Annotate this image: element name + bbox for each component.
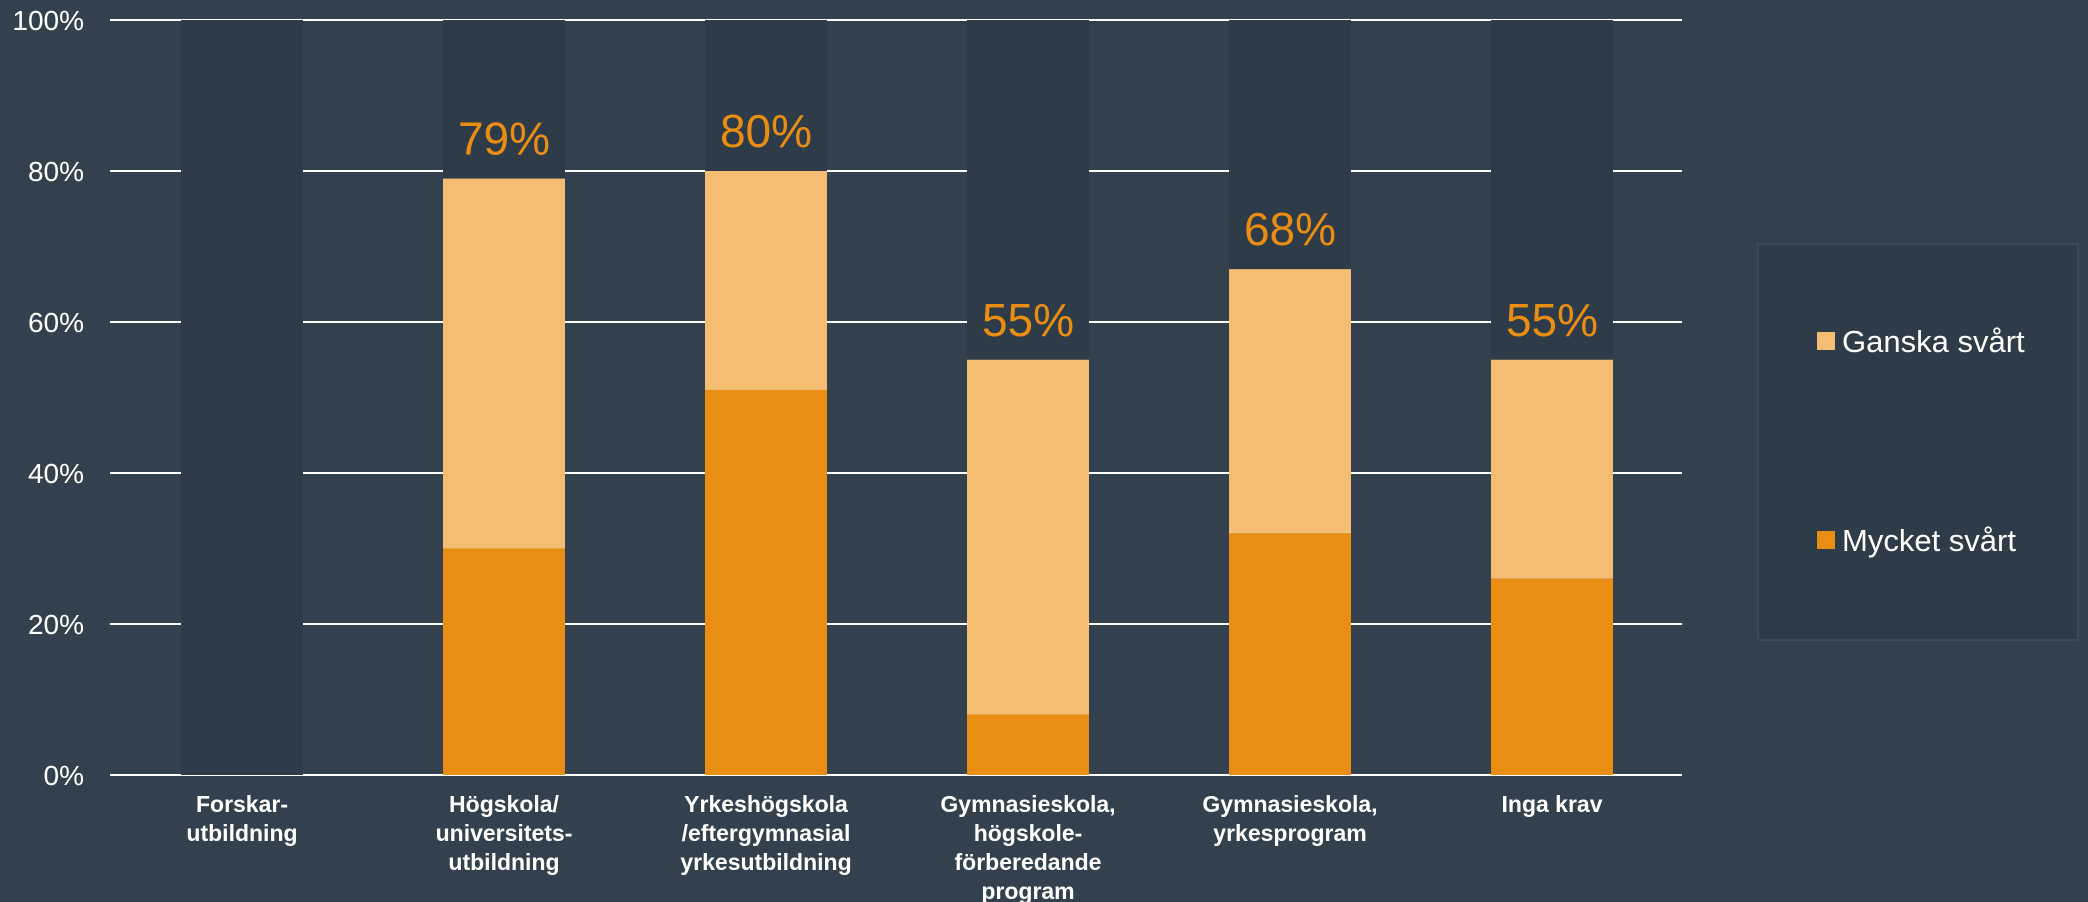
y-tick-label: 100%: [12, 5, 84, 36]
y-tick-label: 40%: [28, 458, 84, 489]
category-label: Forskar-utbildning: [186, 791, 297, 846]
total-label: 55%: [982, 294, 1074, 346]
legend: Ganska svårt Mycket svårt: [1757, 243, 2079, 641]
total-label: 55%: [1506, 294, 1598, 346]
bars: [443, 171, 1613, 775]
total-labels: 79% 80% 55% 68% 55%: [458, 105, 1598, 346]
gridlines: [110, 19, 1682, 776]
x-axis-category-labels: Forskar-utbildning Högskola/universitets-…: [186, 791, 1602, 902]
bar-segment: [1229, 269, 1351, 534]
y-tick-label: 0%: [44, 760, 84, 791]
category-label: Yrkeshögskola/eftergymnasial yrkesutbildn…: [680, 791, 851, 875]
y-tick-label: 80%: [28, 156, 84, 187]
bar-segment: [1491, 578, 1613, 775]
bar-segment: [1229, 533, 1351, 775]
bar-segment: [1491, 359, 1613, 579]
category-label: Högskola/universitets-utbildning: [436, 791, 573, 875]
bar-background: [181, 20, 303, 775]
total-label: 68%: [1244, 203, 1336, 255]
total-label: 79%: [458, 113, 550, 165]
category-label: Gymnasieskola, högskole-förberedande progr…: [940, 791, 1115, 902]
bar-segment: [967, 714, 1089, 775]
total-label: 80%: [720, 105, 812, 157]
category-label: Gymnasieskola, yrkesprogram: [1202, 791, 1377, 846]
legend-swatch: [1817, 332, 1835, 350]
y-axis-tick-labels: 0% 20% 40% 60% 80% 100%: [12, 5, 84, 791]
legend-box: [1757, 243, 2079, 641]
bar-segment: [705, 389, 827, 775]
legend-label: Mycket svårt: [1842, 523, 2016, 558]
category-label: Inga krav: [1502, 791, 1603, 817]
y-tick-label: 20%: [28, 609, 84, 640]
bar-backgrounds: [181, 20, 1613, 775]
legend-label: Ganska svårt: [1842, 324, 2025, 359]
bar-segment: [443, 548, 565, 775]
y-tick-label: 60%: [28, 307, 84, 338]
bar-segment: [967, 359, 1089, 715]
legend-swatch: [1817, 531, 1835, 549]
bar-segment: [443, 178, 565, 549]
bar-segment: [705, 171, 827, 390]
